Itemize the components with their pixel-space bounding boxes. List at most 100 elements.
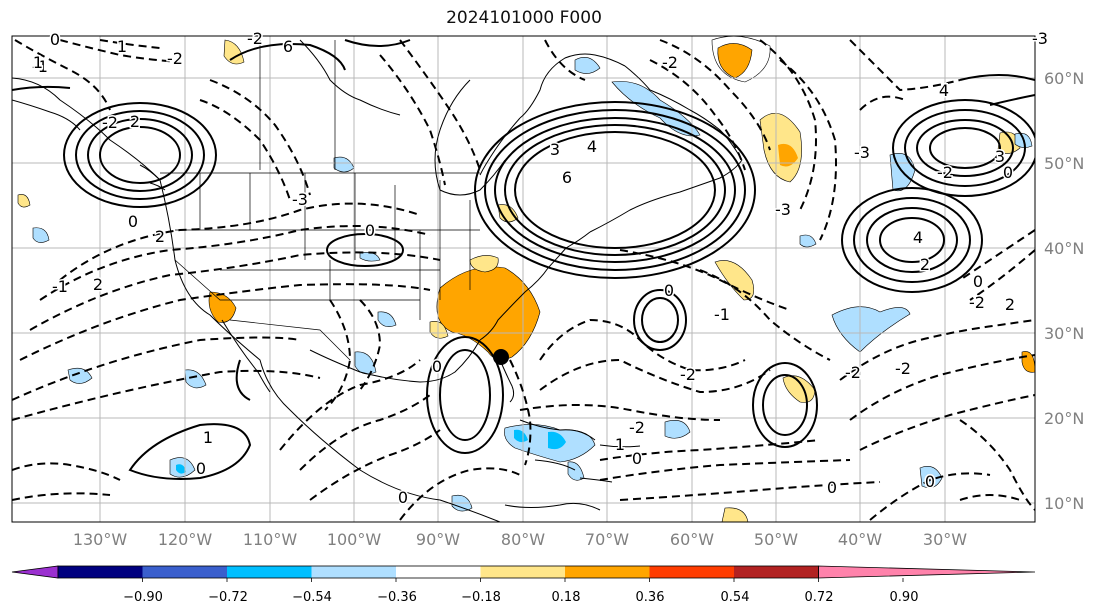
colorbar-tick-label: 0.18 [552, 590, 581, 605]
lon-label: 120°W [158, 530, 213, 549]
lat-label: 20°N [1044, 409, 1084, 428]
contour-label: -3 [775, 200, 791, 219]
contour-label: 0 [398, 488, 408, 507]
contour-label: 0 [664, 281, 674, 300]
colorbar-tick-label: −0.18 [461, 590, 501, 605]
contour-label: -1 [714, 305, 730, 324]
colorbar-cell [227, 566, 312, 578]
contour-label: 1 [203, 428, 213, 447]
contour-label: -1 [52, 277, 68, 296]
coastlines [12, 39, 743, 522]
colorbar-extend-low [11, 565, 59, 579]
contour-label: 2 [920, 255, 930, 274]
contour-label: -2 [969, 293, 985, 312]
colorbar-cell [734, 566, 819, 578]
contour-label: 3 [995, 147, 1005, 166]
colorbar-cell [480, 566, 565, 578]
lat-label: 40°N [1044, 239, 1084, 258]
contour-label: 0 [128, 212, 138, 231]
contour-label: 4 [939, 81, 949, 100]
lat-label: 60°N [1044, 69, 1084, 88]
lon-label: 60°W [670, 530, 714, 549]
contour-label: 0 [925, 472, 935, 491]
colorbar-cells [11, 565, 1036, 582]
contour-label: 2 [93, 275, 103, 294]
contour-label: -2 [680, 365, 696, 384]
contour-label: 3 [550, 140, 560, 159]
colorbar-cell [565, 566, 650, 578]
contour-label: 1 [33, 53, 43, 72]
colorbar-cell [58, 566, 143, 578]
contour-label: 0 [50, 30, 60, 49]
contour-label: -2 [167, 49, 183, 68]
contour-label: -3 [854, 143, 870, 162]
lat-label: 30°N [1044, 324, 1084, 343]
colorbar-extend-high [818, 565, 1036, 579]
contour-label: 0 [973, 272, 983, 291]
contour-label: 0 [1003, 163, 1013, 182]
contour-label: 0 [432, 357, 442, 376]
contour-label: 0 [365, 221, 375, 240]
contour-label: 4 [587, 137, 597, 156]
positive-contours [12, 39, 1035, 480]
colorbar-cell [649, 566, 734, 578]
colorbar-cell [396, 566, 481, 578]
colorbar-tick-label: 0.72 [805, 590, 834, 605]
lon-label: 50°W [754, 530, 798, 549]
lon-label: 30°W [923, 530, 967, 549]
lon-label: 70°W [585, 530, 629, 549]
colorbar-frame [57, 565, 819, 579]
contour-label: 2 [1005, 295, 1015, 314]
contour-label: 0 [827, 478, 837, 497]
contour-label: -2 [662, 53, 678, 72]
contour-label: -3 [1032, 29, 1048, 48]
contour-label: 2 [155, 227, 165, 246]
lon-label: 80°W [501, 530, 545, 549]
colorbar-tick-label: 0.36 [636, 590, 665, 605]
colorbar-tick-label: −0.72 [208, 590, 248, 605]
map-title: 2024101000 F000 [446, 8, 602, 28]
colorbar-tick-label: 0.54 [721, 590, 750, 605]
lon-label: 40°W [838, 530, 882, 549]
colorbar-cell [311, 566, 396, 578]
lat-label: 10°N [1044, 494, 1084, 513]
contour-label: 0 [632, 449, 642, 468]
latitude-labels: 60°N 50°N 40°N 30°N 20°N 10°N [1044, 69, 1084, 513]
contour-label: -2 [845, 363, 861, 382]
lon-label: 130°W [73, 530, 128, 549]
graticule [12, 36, 1035, 522]
negative-anomaly-shading [32, 57, 1033, 512]
location-marker [493, 349, 509, 365]
contour-label: 4 [913, 228, 923, 247]
contour-label: 1 [615, 435, 625, 454]
lon-label: 110°W [243, 530, 298, 549]
longitude-labels: 130°W 120°W 110°W 100°W 90°W 80°W 70°W 6… [73, 530, 967, 549]
positive-anomaly-shading [17, 36, 1035, 522]
contour-label: -2 [247, 29, 263, 48]
colorbar-tick-label: 0.90 [890, 590, 919, 605]
contour-label: -2 [629, 418, 645, 437]
contour-label: -2 [937, 163, 953, 182]
contour-label: -2 [102, 113, 118, 132]
contour-label: -1 [32, 57, 48, 76]
colorbar-tick-label: −0.54 [292, 590, 332, 605]
lon-label: 90°W [416, 530, 460, 549]
state-borders [160, 40, 480, 361]
contour-label: -2 [895, 359, 911, 378]
lon-label: 100°W [327, 530, 382, 549]
negative-contours [12, 39, 1035, 521]
colorbar-ticks: −0.90 −0.72 −0.54 −0.36 −0.18 0.18 0.36 … [123, 590, 918, 605]
colorbar-tick-label: −0.36 [377, 590, 417, 605]
lat-label: 50°N [1044, 154, 1084, 173]
map-frame [11, 35, 1036, 523]
contour-label: 1 [117, 37, 127, 56]
contour-label: 6 [283, 37, 293, 56]
contour-label: -3 [292, 190, 308, 209]
contour-label: 0 [196, 459, 206, 478]
contour-label: 6 [562, 168, 572, 187]
contour-label: 2 [130, 112, 140, 131]
colorbar-cell [142, 566, 227, 578]
colorbar-tick-label: −0.90 [123, 590, 163, 605]
